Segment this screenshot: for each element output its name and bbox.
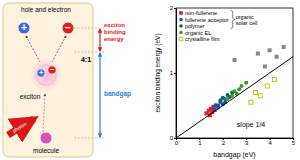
point [249, 100, 253, 104]
point [216, 104, 220, 108]
point [225, 97, 229, 101]
label: bandgap [104, 90, 131, 98]
legend-entry: non-fullerene [185, 10, 217, 16]
tick-label: 0 [170, 135, 174, 141]
tick: 3 [245, 138, 249, 146]
connector [52, 36, 66, 62]
fit-line [176, 57, 293, 138]
tick-label: 2 [222, 140, 226, 146]
label: exciton [20, 93, 41, 100]
tick-label: 1 [198, 140, 202, 146]
level-line [74, 138, 104, 139]
legend-entry: crystalline film [185, 36, 220, 42]
tick: 5 [292, 138, 296, 146]
y-axis: 0 1 2 [170, 5, 177, 141]
charge [62, 22, 74, 34]
level-line [74, 52, 104, 53]
label: 4:1 [81, 56, 91, 63]
tick-label: 5 [292, 140, 296, 146]
legend-entry: fullerene acceptor [185, 17, 229, 23]
label: excitonbindingenergy [104, 22, 126, 42]
point [265, 84, 269, 88]
point [254, 91, 258, 95]
point [230, 94, 234, 98]
tick: 0 [170, 135, 176, 141]
binding-arrow [99, 29, 100, 51]
tick-label: 4 [268, 140, 272, 146]
connector [43, 94, 45, 132]
molecule [40, 132, 52, 144]
tick: 4 [268, 138, 272, 146]
title: hole and electron [21, 6, 71, 13]
legend-entry: organic EL [185, 30, 211, 36]
charge-sign: + [21, 22, 27, 33]
point [237, 87, 241, 91]
charge [18, 22, 30, 34]
legend-entry: polymer [185, 23, 205, 29]
point [240, 84, 244, 88]
x-axis-title: bandgap (eV) [213, 151, 255, 159]
point [244, 81, 248, 85]
tick-label: 1 [170, 70, 174, 76]
chart: 0 1 2 3 4 5 0 1 2 bandgap (eV) exciton binding ene… [154, 5, 296, 159]
point [233, 58, 237, 62]
charge [37, 69, 45, 77]
legend-marker [179, 37, 183, 41]
legend-marker [179, 11, 183, 15]
diagram-box [3, 3, 93, 157]
charge-sign: − [65, 22, 71, 33]
tick-mark [174, 138, 176, 139]
x-axis: 0 1 2 3 4 5 [175, 138, 296, 146]
diagram: hole and electron+−+−excitonphotonmolecu… [3, 3, 131, 157]
photon-arrow [8, 119, 34, 135]
point [211, 107, 215, 111]
exciton-glow [29, 58, 63, 92]
level-line [74, 28, 104, 29]
point [272, 78, 276, 82]
axis-line [177, 139, 294, 141]
legend: non-fullerenefullerene acceptorpolymeror… [179, 10, 229, 42]
y-axis-title: exciton binding energy (eV) [154, 33, 162, 112]
exciton-orbit [36, 65, 56, 85]
bandgap-arrow [99, 53, 100, 137]
tick-mark [174, 8, 176, 9]
label: photon [11, 121, 27, 134]
tick: 2 [170, 5, 176, 11]
tick: 1 [170, 70, 176, 76]
tick: 0 [175, 138, 179, 146]
plot-frame [176, 8, 293, 138]
charge-sign: − [50, 66, 54, 74]
legend-bracket [231, 11, 235, 29]
tick-label: 3 [245, 140, 249, 146]
charge [48, 66, 56, 74]
point [256, 52, 260, 56]
legend-marker [179, 18, 183, 22]
label: molecule [33, 147, 59, 154]
legend-marker [179, 31, 183, 35]
connector [26, 36, 40, 62]
point [282, 45, 286, 49]
tick-mark [174, 73, 176, 74]
point [263, 65, 267, 69]
figure: hole and electron+−+−excitonphotonmolecu… [0, 0, 300, 160]
tick: 1 [198, 138, 202, 146]
point [275, 55, 279, 59]
annotation: organicsolar cell [236, 14, 258, 26]
tick: 2 [222, 138, 226, 146]
plot-area [176, 45, 293, 138]
axis-line [174, 9, 177, 139]
annotation: slope 1/4 [237, 121, 266, 129]
tick-label: 2 [170, 5, 174, 11]
legend-marker [179, 24, 183, 28]
point [258, 94, 262, 98]
point [268, 48, 272, 52]
charge-sign: + [39, 69, 43, 77]
point [221, 96, 225, 100]
tick-label: 0 [175, 140, 179, 146]
